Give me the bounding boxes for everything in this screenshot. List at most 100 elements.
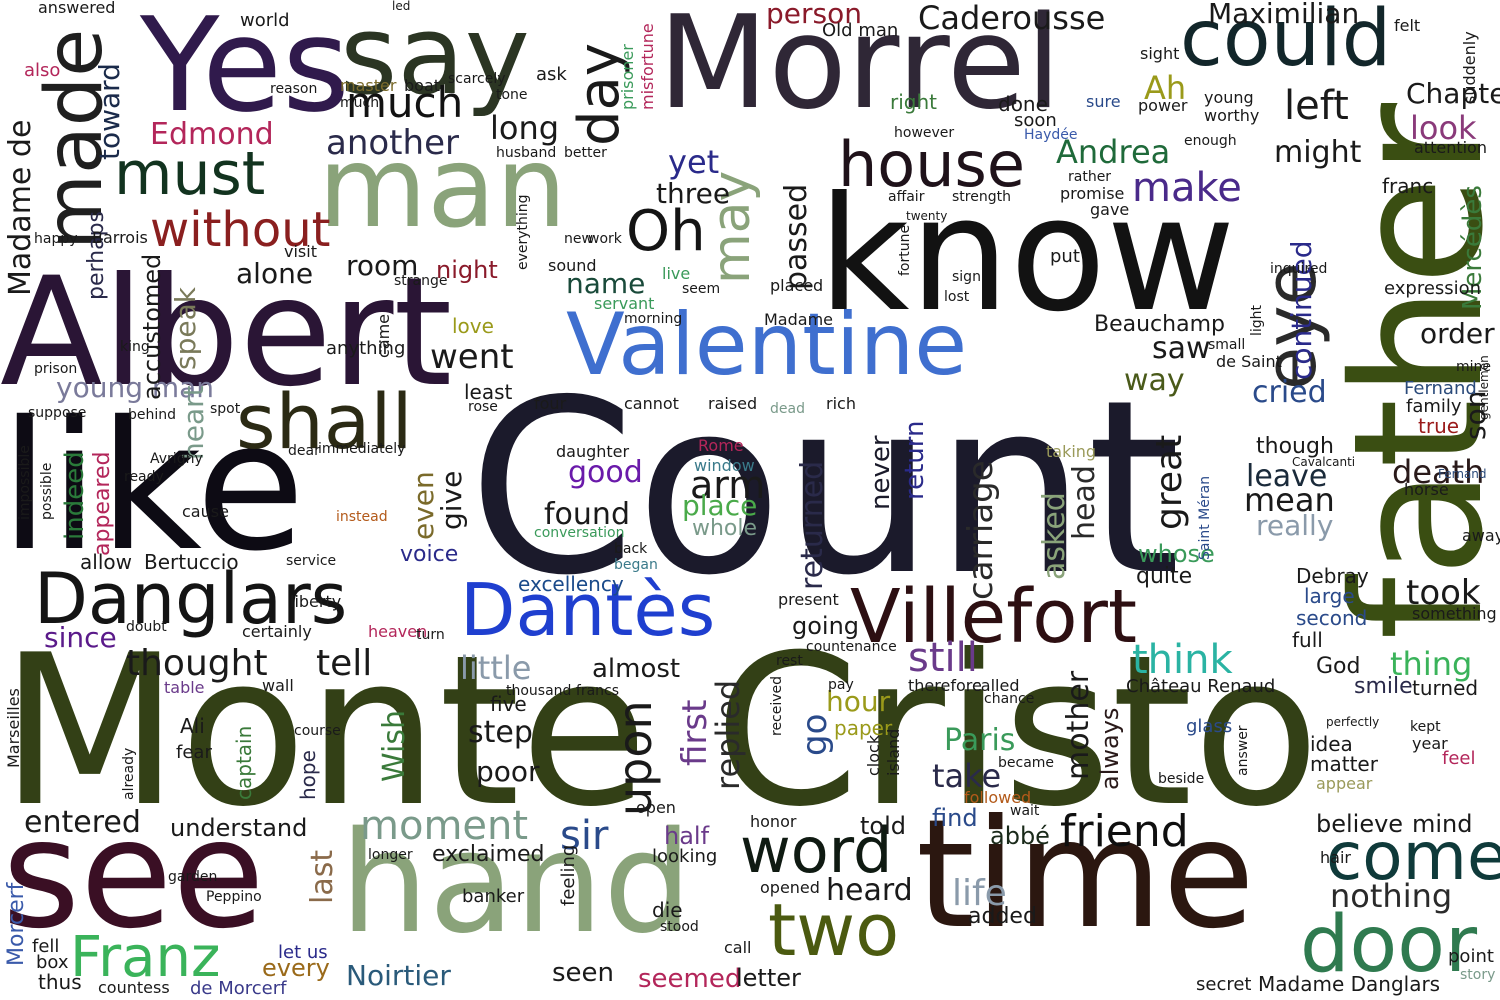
word-garden: garden xyxy=(168,869,218,885)
word-replied: replied xyxy=(709,679,747,790)
word-rose: rose xyxy=(468,399,498,415)
word-appeared: appeared xyxy=(90,451,115,557)
word-long: long xyxy=(490,109,560,147)
word-understand: understand xyxy=(170,814,308,842)
word-caderousse: Caderousse xyxy=(918,0,1106,37)
word-must: must xyxy=(114,139,266,209)
word-story: story xyxy=(1460,967,1496,983)
word-feeling: feeling xyxy=(558,844,579,906)
word-behind: behind xyxy=(128,407,177,423)
word-certainly: certainly xyxy=(242,622,312,641)
word-place: place xyxy=(682,489,758,522)
word-promise: promise xyxy=(1060,184,1125,203)
word-oh: Oh xyxy=(626,199,706,264)
word-step: step xyxy=(468,715,533,750)
word-instead: instead xyxy=(336,509,388,525)
word-moment: moment xyxy=(360,803,529,849)
word-might: might xyxy=(1274,135,1362,170)
word-noirtier: Noirtier xyxy=(346,959,451,992)
word-everything: everything xyxy=(515,194,531,270)
word-heart: heart xyxy=(177,385,210,460)
word-exclaimed: exclaimed xyxy=(432,842,545,867)
word-dear: dear xyxy=(288,443,320,459)
word-mind: mind xyxy=(1412,810,1473,838)
word-ready: ready xyxy=(124,469,164,485)
word-raised: raised xyxy=(708,394,758,413)
word-madame-de: Madame de xyxy=(3,119,38,296)
word-course: course xyxy=(294,723,341,739)
word-enough: enough xyxy=(1184,133,1237,149)
word-rather: rather xyxy=(1068,169,1112,185)
word-seemed: seemed xyxy=(638,964,742,994)
word-countenance: countenance xyxy=(806,639,897,655)
word-whole: whole xyxy=(692,516,758,541)
word-back: back xyxy=(614,541,648,557)
word-doubt: doubt xyxy=(126,619,167,635)
word-mine: mine xyxy=(1456,359,1492,375)
word-excellency: excellency xyxy=(518,572,624,596)
word-love: love xyxy=(452,314,494,338)
word-suppose: suppose xyxy=(28,405,87,421)
word-cried: cried xyxy=(1252,375,1327,410)
word-abbe: abbé xyxy=(990,822,1050,850)
word-beauchamp: Beauchamp xyxy=(1094,312,1225,337)
word-chateau-renaud: Château Renaud xyxy=(1126,676,1276,697)
word-room: room xyxy=(346,249,419,282)
word-call: call xyxy=(724,938,752,957)
word-horse: horse xyxy=(1404,480,1449,499)
word-voice: voice xyxy=(400,542,459,567)
word-added: added xyxy=(968,904,1037,929)
word-give: give xyxy=(435,470,468,530)
word-hair: hair xyxy=(1320,848,1351,867)
word-gave: gave xyxy=(1090,200,1130,219)
word-smile: smile xyxy=(1354,674,1413,699)
word-quite: quite xyxy=(1136,564,1193,589)
word-every: every xyxy=(262,954,330,982)
word-house: house xyxy=(838,128,1025,201)
word-little: little xyxy=(460,649,532,687)
word-honor: honor xyxy=(750,812,797,831)
word-though: though xyxy=(1256,434,1334,459)
word-idea: idea xyxy=(1310,732,1353,756)
word-let-us: let us xyxy=(278,942,328,963)
word-accustomed: accustomed xyxy=(138,253,166,400)
word-anything: anything xyxy=(326,338,406,359)
word-full: full xyxy=(1292,628,1323,652)
word-morcerf: Morcerf xyxy=(4,882,29,966)
word-feel: feel xyxy=(1442,748,1476,769)
word-therefore: therefore xyxy=(908,676,982,695)
word-box: box xyxy=(36,952,69,973)
word-second: second xyxy=(1296,606,1368,630)
word-led: led xyxy=(392,0,411,13)
word-madame-danglars: Madame Danglars xyxy=(1258,972,1441,996)
word-three: three xyxy=(656,177,731,210)
word-edmond: Edmond xyxy=(150,117,274,152)
word-madame: Madame xyxy=(764,310,833,329)
word-mother: mother xyxy=(1061,670,1096,780)
word-perhaps: perhaps xyxy=(84,210,109,300)
word-impossible: impossible xyxy=(17,445,33,520)
word-soon: soon xyxy=(1014,110,1057,131)
word-could: could xyxy=(1180,0,1392,84)
word-looking: looking xyxy=(652,846,718,867)
word-think: think xyxy=(1132,637,1233,683)
word-indeed: indeed xyxy=(60,451,90,540)
word-returned: returned xyxy=(795,460,830,590)
word-visit: visit xyxy=(284,242,317,261)
word-work: work xyxy=(588,231,622,247)
word-put: put xyxy=(1050,246,1080,267)
word-turned: turned xyxy=(1412,676,1479,700)
word-dantes: Dantès xyxy=(460,568,716,652)
word-daughter: daughter xyxy=(556,442,630,461)
word-bertuccio: Bertuccio xyxy=(144,550,239,574)
word-heard: heard xyxy=(826,873,913,908)
word-matter: matter xyxy=(1310,752,1378,776)
word-almost: almost xyxy=(592,654,681,684)
word-placed: placed xyxy=(770,276,824,295)
word-better: better xyxy=(564,145,607,161)
word-never: never xyxy=(866,435,896,510)
word-villefort-large: Villefort xyxy=(850,574,1137,660)
word-hand: hand xyxy=(340,802,693,965)
word-believe: believe xyxy=(1316,810,1404,838)
word-saw: saw xyxy=(1152,331,1211,366)
